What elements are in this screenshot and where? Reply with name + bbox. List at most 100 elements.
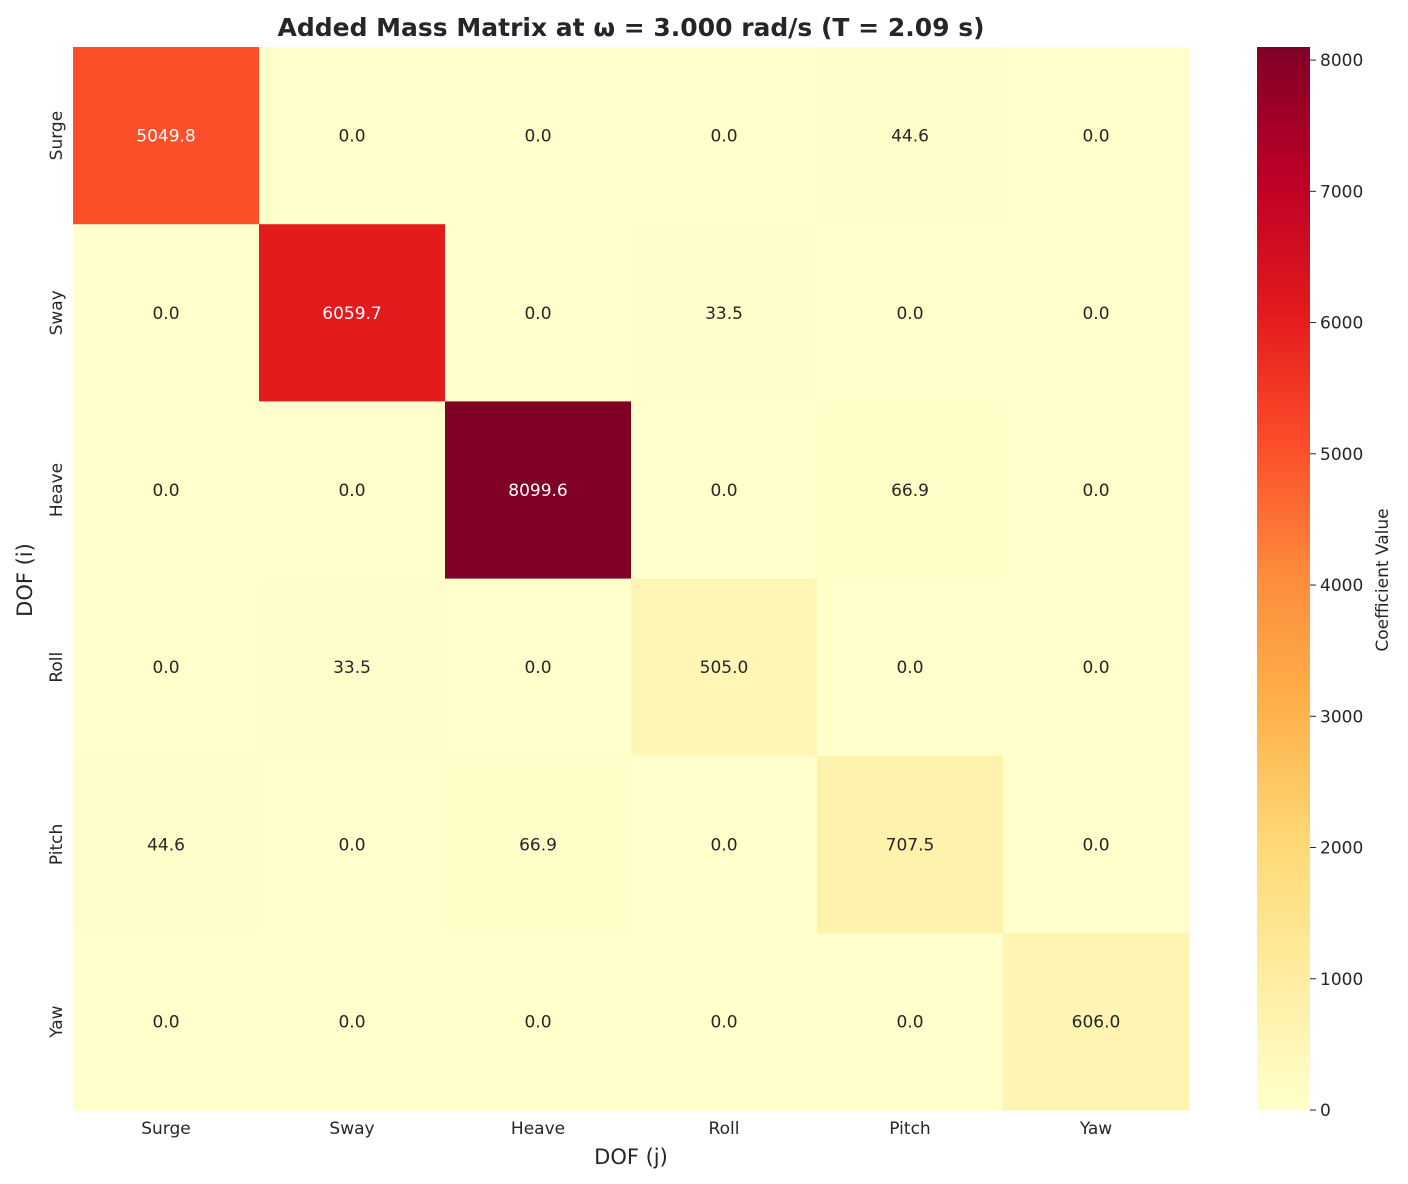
- cell-value-label: 0.0: [524, 304, 551, 324]
- y-tick-label: Yaw: [47, 1005, 67, 1038]
- colorbar: [1257, 47, 1310, 1110]
- cell-value-label: 0.0: [1082, 835, 1109, 855]
- heatmap-cell: [259, 578, 446, 757]
- colorbar-label: Coefficient Value: [1373, 508, 1393, 651]
- colorbar-tick-label: 5000: [1320, 445, 1363, 465]
- heatmap-cell: [631, 47, 818, 225]
- heatmap-cells: 5049.8 0.0 0.0 0.0 44.6 0.0 0.0 6059.7 0.0 33.5 0.…: [73, 47, 1190, 1111]
- x-tick-label: Sway: [329, 1119, 374, 1139]
- heatmap-cell: [817, 47, 1004, 225]
- cell-value-label: 0.0: [896, 304, 923, 324]
- cell-value-label: 33.5: [705, 304, 743, 324]
- colorbar-tick-label: 2000: [1320, 839, 1363, 859]
- cell-value-label: 0.0: [338, 127, 365, 147]
- y-axis-label: DOF (i): [13, 543, 37, 617]
- y-tick-label: Pitch: [47, 824, 67, 865]
- cell-value-label: 0.0: [710, 481, 737, 501]
- x-tick-label: Yaw: [1079, 1119, 1112, 1139]
- heatmap-cell: [1003, 401, 1190, 580]
- colorbar-tick-label: 1000: [1320, 970, 1363, 990]
- colorbar-ticks: 0 1000 2000 3000 4000 5000 6000 7000 8000: [1310, 51, 1363, 1121]
- cell-value-label: 66.9: [519, 835, 557, 855]
- heatmap-cell: [73, 47, 260, 225]
- heatmap-cell: [259, 755, 446, 934]
- cell-value-label: 0.0: [896, 1013, 923, 1033]
- heatmap-cell: [445, 578, 632, 757]
- cell-value-label: 0.0: [1082, 658, 1109, 678]
- heatmap-cell: [631, 224, 818, 402]
- cell-value-label: 0.0: [1082, 127, 1109, 147]
- cell-value-label: 0.0: [710, 835, 737, 855]
- heatmap-cell: [73, 224, 260, 402]
- heatmap-cell: [1003, 755, 1190, 934]
- cell-value-label: 0.0: [338, 1013, 365, 1033]
- x-axis-label: DOF (j): [594, 1145, 668, 1169]
- colorbar-tick-label: 7000: [1320, 182, 1363, 202]
- heatmap-cell: [445, 933, 632, 1111]
- heatmap-cell: [631, 755, 818, 934]
- cell-value-label: 33.5: [333, 658, 371, 678]
- cell-value-label: 0.0: [710, 1013, 737, 1033]
- cell-value-label: 0.0: [1082, 481, 1109, 501]
- cell-value-label: 0.0: [152, 481, 179, 501]
- cell-value-label: 0.0: [710, 127, 737, 147]
- heatmap-cell: [259, 224, 446, 402]
- cell-value-label: 5049.8: [136, 127, 195, 147]
- heatmap-cell: [445, 47, 632, 225]
- heatmap-cell: [631, 401, 818, 580]
- heatmap-cell: [817, 755, 1004, 934]
- cell-value-label: 8099.6: [508, 481, 567, 501]
- cell-value-label: 0.0: [1082, 304, 1109, 324]
- heatmap-cell: [817, 933, 1004, 1111]
- heatmap-cell: [259, 47, 446, 225]
- cell-value-label: 0.0: [152, 304, 179, 324]
- heatmap-cell: [73, 933, 260, 1111]
- y-tick-labels: Surge Sway Heave Roll Pitch Yaw: [47, 111, 67, 1039]
- x-tick-label: Roll: [709, 1119, 740, 1139]
- heatmap-cell: [445, 401, 632, 580]
- heatmap-cell: [1003, 224, 1190, 402]
- y-tick-label: Heave: [47, 463, 67, 517]
- x-tick-label: Pitch: [889, 1119, 930, 1139]
- y-tick-label: Surge: [47, 111, 67, 161]
- colorbar-tick-label: 3000: [1320, 707, 1363, 727]
- heatmap-cell: [445, 224, 632, 402]
- cell-value-label: 707.5: [886, 835, 935, 855]
- cell-value-label: 0.0: [896, 658, 923, 678]
- heatmap-cell: [259, 933, 446, 1111]
- cell-value-label: 0.0: [152, 1013, 179, 1033]
- heatmap-cell: [73, 755, 260, 934]
- heatmap-cell: [631, 933, 818, 1111]
- x-tick-labels: Surge Sway Heave Roll Pitch Yaw: [141, 1119, 1112, 1139]
- heatmap-cell: [817, 578, 1004, 757]
- colorbar-tick-label: 6000: [1320, 314, 1363, 334]
- x-tick-label: Surge: [141, 1119, 191, 1139]
- heatmap-cell: [817, 401, 1004, 580]
- x-tick-label: Heave: [511, 1119, 565, 1139]
- heatmap-cell: [1003, 933, 1190, 1111]
- heatmap-cell: [1003, 578, 1190, 757]
- cell-value-label: 66.9: [891, 481, 929, 501]
- cell-value-label: 0.0: [338, 481, 365, 501]
- heatmap-cell: [631, 578, 818, 757]
- cell-value-label: 606.0: [1072, 1013, 1121, 1033]
- cell-value-label: 505.0: [700, 658, 749, 678]
- colorbar-tick-label: 4000: [1320, 576, 1363, 596]
- heatmap-cell: [445, 755, 632, 934]
- heatmap-cell: [817, 224, 1004, 402]
- chart-title: Added Mass Matrix at ω = 3.000 rad/s (T …: [277, 13, 984, 42]
- y-tick-label: Roll: [47, 652, 67, 683]
- cell-value-label: 0.0: [152, 658, 179, 678]
- colorbar-tick-label: 8000: [1320, 51, 1363, 71]
- cell-value-label: 0.0: [524, 127, 551, 147]
- cell-value-label: 0.0: [338, 835, 365, 855]
- heatmap-cell: [73, 401, 260, 580]
- colorbar-tick-label: 0: [1320, 1101, 1331, 1121]
- heatmap-cell: [259, 401, 446, 580]
- cell-value-label: 6059.7: [322, 304, 381, 324]
- cell-value-label: 0.0: [524, 658, 551, 678]
- cell-value-label: 44.6: [891, 127, 929, 147]
- heatmap-cell: [73, 578, 260, 757]
- heatmap-cell: [1003, 47, 1190, 225]
